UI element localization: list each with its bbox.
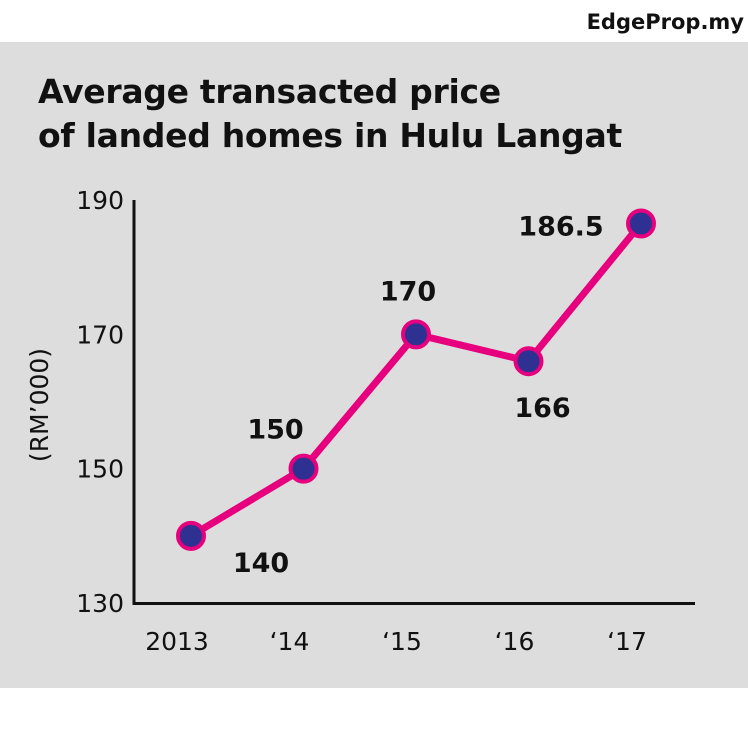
chart-panel (0, 42, 748, 688)
data-point (401, 319, 431, 350)
chart-title-line-1: Average transacted price (38, 72, 501, 111)
x-tick-label: ‘14 (270, 627, 310, 656)
x-tick-label: ‘17 (607, 627, 647, 656)
data-point (176, 520, 206, 551)
x-tick-label: ‘15 (382, 627, 422, 656)
data-point (288, 453, 319, 484)
y-axis-label: (RM’000) (25, 348, 54, 462)
x-tick-labels: 2013 ‘14 ‘15 ‘16 ‘17 (145, 627, 647, 656)
y-tick-labels: 130 150 170 190 (76, 186, 124, 618)
brand-logo-text: EdgeProp.my (586, 10, 744, 34)
data-point (513, 346, 544, 377)
data-label: 170 (380, 276, 436, 307)
x-tick-label: 2013 (145, 627, 209, 656)
x-tick-label: ‘16 (495, 627, 535, 656)
series-line (187, 220, 645, 540)
y-tick-label: 130 (76, 589, 124, 618)
y-tick-label: 150 (76, 455, 124, 484)
data-point (626, 208, 656, 239)
data-points (176, 208, 656, 551)
data-labels: 140 150 170 166 186.5 (233, 212, 604, 579)
chart-title: Average transacted price of landed homes… (38, 70, 622, 158)
data-label: 140 (233, 548, 289, 579)
y-tick-label: 190 (76, 186, 124, 215)
y-tick-label: 170 (76, 320, 124, 349)
data-label: 150 (247, 415, 303, 446)
chart-axes (132, 200, 695, 605)
chart-title-line-2: of landed homes in Hulu Langat (38, 116, 622, 155)
data-label: 166 (514, 393, 570, 424)
data-label: 186.5 (518, 212, 603, 243)
